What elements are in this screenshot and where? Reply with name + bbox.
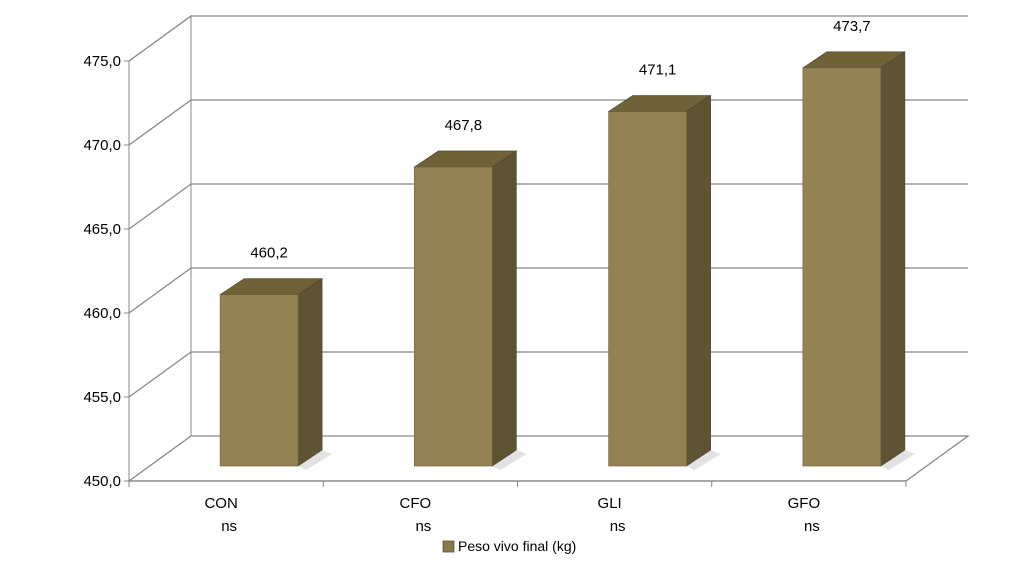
y-tick-label: 470,0: [83, 137, 121, 154]
chart-floor: [126, 435, 971, 487]
bar-side: [492, 150, 517, 467]
bar-shadow: [686, 450, 721, 470]
y-tick-label: 460,0: [83, 305, 121, 322]
data-label: 460,2: [250, 245, 288, 262]
category-labels: CON ns CFO ns GLI ns GFO ns: [204, 495, 820, 535]
bar-side: [686, 94, 711, 467]
data-label: 473,7: [833, 18, 871, 35]
bar-side: [880, 51, 906, 467]
category-note: ns: [610, 518, 626, 535]
gridline-depth: [128, 183, 192, 230]
category-label: CON: [204, 495, 237, 512]
y-tick-label: 455,0: [83, 389, 121, 406]
side-wall: [128, 15, 192, 482]
y-tick-label: 450,0: [83, 473, 121, 490]
bar: [607, 94, 721, 470]
gridline-depth: [128, 15, 192, 62]
bar-shadow: [492, 450, 527, 470]
gridline-depth: [128, 351, 192, 398]
gridline-depth: [128, 267, 192, 314]
bar-side: [297, 278, 323, 467]
bar-front: [414, 166, 493, 467]
legend-label: Peso vivo final (kg): [458, 538, 576, 554]
data-labels: 460,2 467,8 471,1 473,7: [250, 18, 870, 262]
data-label: 471,1: [639, 62, 677, 79]
bar: [413, 150, 527, 470]
bar: [801, 51, 915, 470]
category-note: ns: [415, 518, 431, 535]
legend: Peso vivo final (kg): [442, 538, 576, 554]
bar-shadow: [298, 450, 333, 470]
bar-front: [219, 294, 299, 467]
category-label: GFO: [788, 495, 821, 512]
category-label: CFO: [400, 495, 432, 512]
y-axis-tick-labels: 450,0 455,0 460,0 465,0 470,0 475,0: [83, 53, 121, 490]
bar-shadow: [880, 450, 915, 470]
bar-front: [802, 67, 882, 467]
y-tick-label: 465,0: [83, 221, 121, 238]
bar-front: [608, 111, 687, 467]
y-tick-label: 475,0: [83, 53, 121, 70]
data-label: 467,8: [445, 117, 483, 134]
legend-swatch: [442, 540, 455, 553]
category-note: ns: [804, 518, 820, 535]
bars: [219, 51, 915, 470]
category-note: ns: [221, 518, 237, 535]
chart-walls: [128, 15, 192, 482]
bar: [219, 278, 333, 470]
gridline-depth: [128, 99, 192, 146]
category-label: GLI: [598, 495, 622, 512]
